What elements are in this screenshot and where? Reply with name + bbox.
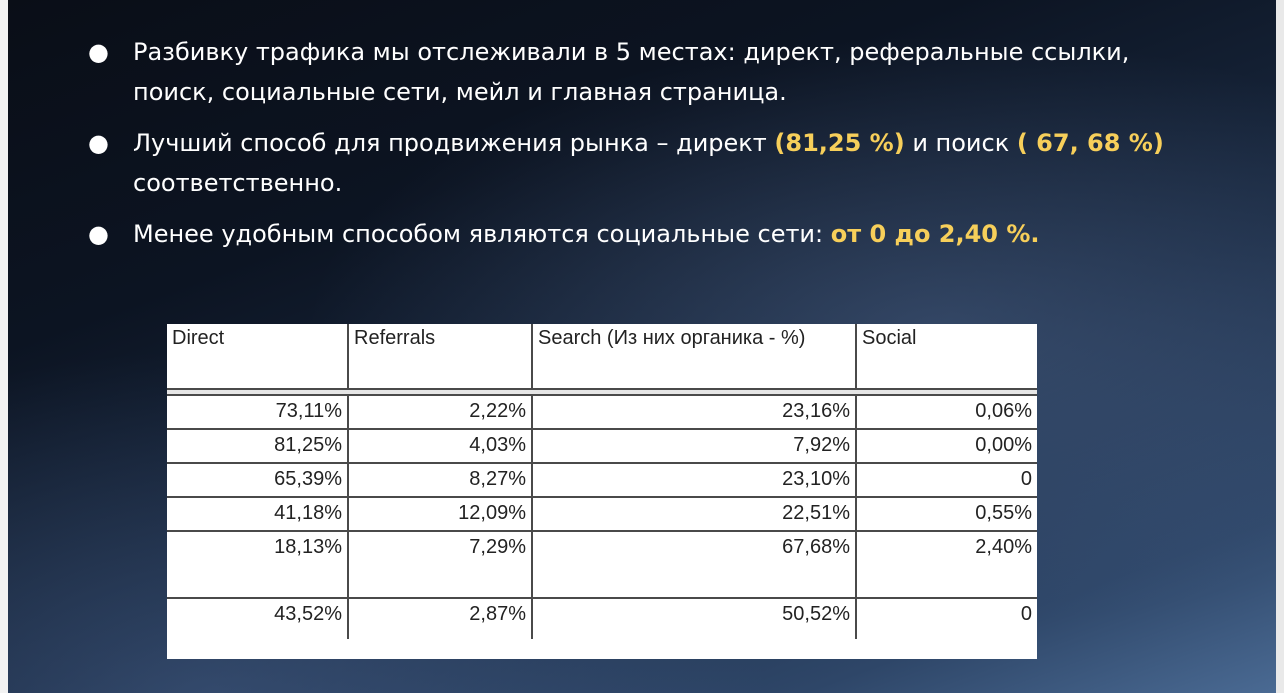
- table-cell: 4,03%: [348, 429, 533, 464]
- table-cell: 73,11%: [167, 395, 349, 430]
- column-header-direct: Direct: [167, 324, 349, 390]
- bullet-item-best-channel: ● Лучший способ для продвижения рынка – …: [88, 123, 1168, 203]
- bullet-text: соответственно.: [133, 169, 343, 197]
- table-cell: 0,55%: [856, 497, 1037, 532]
- bullet-dot-icon: ●: [88, 38, 109, 66]
- window-edge: [1276, 0, 1284, 693]
- traffic-table-image: Direct Referrals Search (Из них органика…: [167, 324, 1037, 659]
- bullet-list: ● Разбивку трафика мы отслеживали в 5 ме…: [88, 32, 1168, 265]
- table-row: 41,18% 12,09% 22,51% 0,55%: [167, 497, 1037, 532]
- bullet-dot-icon: ●: [88, 129, 109, 157]
- table-cell: 2,87%: [348, 598, 533, 639]
- bullet-item-traffic-sources: ● Разбивку трафика мы отслеживали в 5 ме…: [88, 32, 1168, 112]
- highlight-social-range: от 0 до 2,40 %.: [830, 220, 1040, 248]
- table-cell: 2,40%: [856, 531, 1037, 599]
- bullet-item-worst-channel: ● Менее удобным способом являются социал…: [88, 214, 1168, 254]
- table-cell: 2,22%: [348, 395, 533, 430]
- table-row: 81,25% 4,03% 7,92% 0,00%: [167, 429, 1037, 464]
- column-header-social: Social: [856, 324, 1037, 390]
- column-header-search: Search (Из них органика - %): [532, 324, 857, 390]
- table-cell: 22,51%: [532, 497, 857, 532]
- table-separator: [167, 389, 1037, 396]
- table-cell: 7,29%: [348, 531, 533, 599]
- table-cell: 23,16%: [532, 395, 857, 430]
- table-cell: 0: [1020, 603, 1032, 625]
- table-cell: 43,52%: [167, 598, 349, 639]
- table-cell: 65,39%: [167, 463, 349, 498]
- bullet-dot-icon: ●: [88, 220, 109, 248]
- table-cell: 0,00%: [856, 429, 1037, 464]
- bullet-text: Менее удобным способом являются социальн…: [133, 220, 831, 248]
- table-cell: 67,68%: [532, 531, 857, 599]
- table-row: 43,52% 2,87% 50,52% 0: [167, 598, 1037, 639]
- bullet-text: и поиск: [904, 129, 1017, 157]
- table-cell: 0: [856, 463, 1037, 498]
- table-row: 65,39% 8,27% 23,10% 0: [167, 463, 1037, 498]
- table-row: 18,13% 7,29% 67,68% 2,40%: [167, 531, 1037, 599]
- table-cell: 23,10%: [532, 463, 857, 498]
- table-cell: 8,27%: [348, 463, 533, 498]
- table-cell: 12,09%: [348, 497, 533, 532]
- table-cell: 50,52%: [532, 598, 857, 639]
- table-cell: 7,92%: [532, 429, 857, 464]
- table-cell: 18,13%: [167, 531, 349, 599]
- table-cell: 0,06%: [856, 395, 1037, 430]
- table-row: 73,11% 2,22% 23,16% 0,06%: [167, 395, 1037, 430]
- table-cell: 81,25%: [167, 429, 349, 464]
- column-header-referrals: Referrals: [348, 324, 533, 390]
- slide: ● Разбивку трафика мы отслеживали в 5 ме…: [8, 0, 1276, 693]
- bullet-text: Лучший способ для продвижения рынка – ди…: [133, 129, 775, 157]
- traffic-table: Direct Referrals Search (Из них органика…: [167, 324, 1037, 639]
- table-cell: 41,18%: [167, 497, 349, 532]
- highlight-search-value: ( 67, 68 %): [1016, 129, 1164, 157]
- table-header-row: Direct Referrals Search (Из них органика…: [167, 324, 1037, 390]
- highlight-direct-value: (81,25 %): [774, 129, 905, 157]
- bullet-text: Разбивку трафика мы отслеживали в 5 мест…: [133, 38, 1130, 106]
